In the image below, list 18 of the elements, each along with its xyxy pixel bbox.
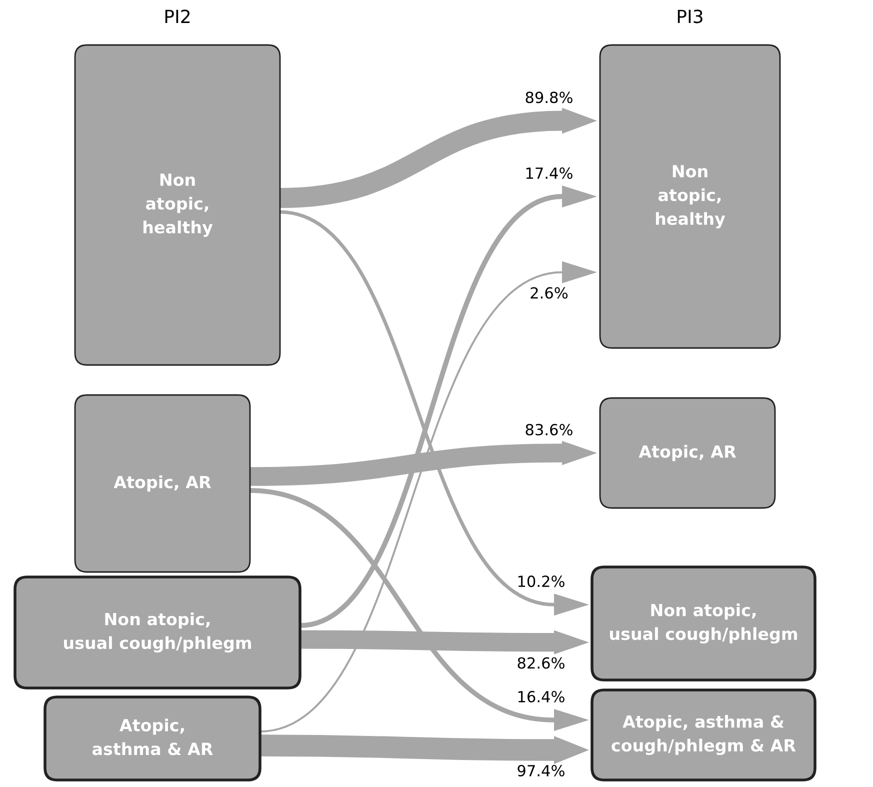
text: PI2 bbox=[165, 10, 190, 23]
category-label: Atopic, AR bbox=[638, 444, 736, 462]
data-label: 16.4% bbox=[518, 690, 564, 702]
category-label: Non atopic, healthy bbox=[656, 165, 726, 228]
data-label: 83.6% bbox=[526, 424, 572, 436]
text: Non atopic, healthy bbox=[143, 174, 213, 237]
data-label: 82.6% bbox=[518, 657, 564, 669]
data-label: 89.8% bbox=[526, 92, 572, 104]
text: Atopic, asthma & AR bbox=[92, 718, 213, 756]
text: PI3 bbox=[678, 10, 702, 24]
data-label: 97.4% bbox=[518, 764, 564, 776]
data-label: 17.4% bbox=[526, 167, 572, 179]
data-label: 2.6% bbox=[530, 287, 568, 299]
text: Non atopic, usual cough/phlegm bbox=[64, 612, 251, 652]
data-label: 10.2% bbox=[518, 576, 564, 588]
category-label: Atopic, asthma & cough/phlegm & AR bbox=[612, 715, 796, 755]
category-label: Non atopic, usual cough/phlegm bbox=[610, 604, 797, 644]
text: Atopic, AR bbox=[114, 475, 212, 492]
